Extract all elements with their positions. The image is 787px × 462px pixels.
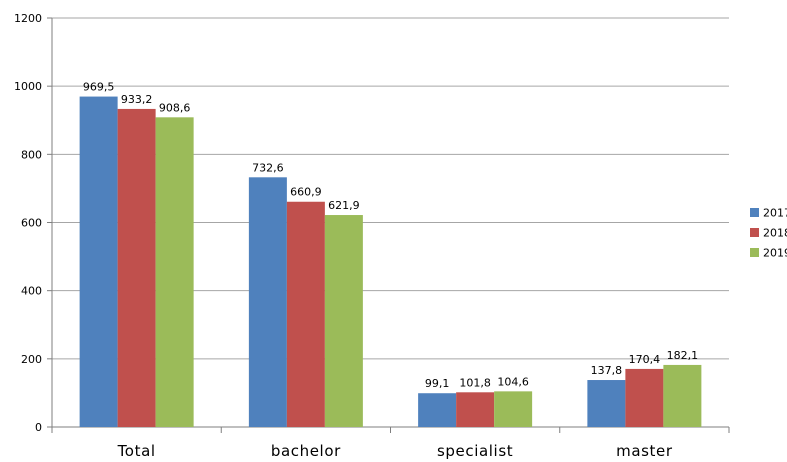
legend-swatch-2017 — [750, 208, 759, 217]
x-tick-label: specialist — [437, 442, 513, 460]
bar-2017-bachelor — [248, 177, 287, 427]
bar-2018-specialist — [456, 392, 495, 427]
bar-2017-master — [587, 380, 626, 427]
x-tick-label: master — [616, 442, 673, 460]
y-tick-label: 400 — [21, 285, 42, 298]
legend-swatch-2018 — [750, 228, 759, 237]
data-label: 137,8 — [591, 364, 623, 377]
x-tick-label: Total — [117, 442, 156, 460]
legend-label-2019: 2019 — [763, 247, 787, 260]
data-label: 104,6 — [497, 375, 529, 388]
data-label: 660,9 — [290, 186, 322, 199]
bars — [79, 96, 702, 428]
legend-label-2018: 2018 — [763, 227, 787, 240]
bar-2019-master — [663, 364, 702, 427]
bar-2019-bachelor — [324, 215, 363, 427]
data-label: 969,5 — [83, 81, 115, 94]
bar-2018-Total — [117, 108, 156, 428]
bar-2017-specialist — [418, 393, 457, 427]
legend-swatch-2019 — [750, 248, 759, 257]
data-label: 101,8 — [459, 376, 491, 389]
data-label: 170,4 — [629, 353, 661, 366]
y-tick-label: 800 — [21, 148, 42, 161]
x-tick-label: bachelor — [271, 442, 341, 460]
y-tick-label: 200 — [21, 353, 42, 366]
data-label: 933,2 — [121, 93, 153, 106]
data-label: 182,1 — [667, 349, 699, 362]
bar-2019-Total — [155, 117, 194, 427]
legend: 2017 2018 2019 — [750, 207, 787, 260]
y-tick-label: 1000 — [14, 80, 42, 93]
y-tick-label: 1200 — [14, 12, 42, 25]
data-label: 908,6 — [159, 101, 191, 114]
data-label: 621,9 — [328, 199, 360, 212]
data-label: 732,6 — [252, 161, 284, 174]
y-tick-label: 0 — [35, 421, 42, 434]
bar-2019-specialist — [494, 391, 533, 427]
data-labels: 969,5 933,2 908,6 732,6 660,9 621,9 99,1 101,8 1… — [83, 81, 698, 391]
bar-2017-Total — [79, 96, 118, 428]
legend-label-2017: 2017 — [763, 207, 787, 220]
data-label: 99,1 — [425, 377, 450, 390]
bar-2018-bachelor — [286, 201, 325, 427]
y-tick-label: 600 — [21, 217, 42, 230]
bar-2018-master — [625, 368, 664, 427]
